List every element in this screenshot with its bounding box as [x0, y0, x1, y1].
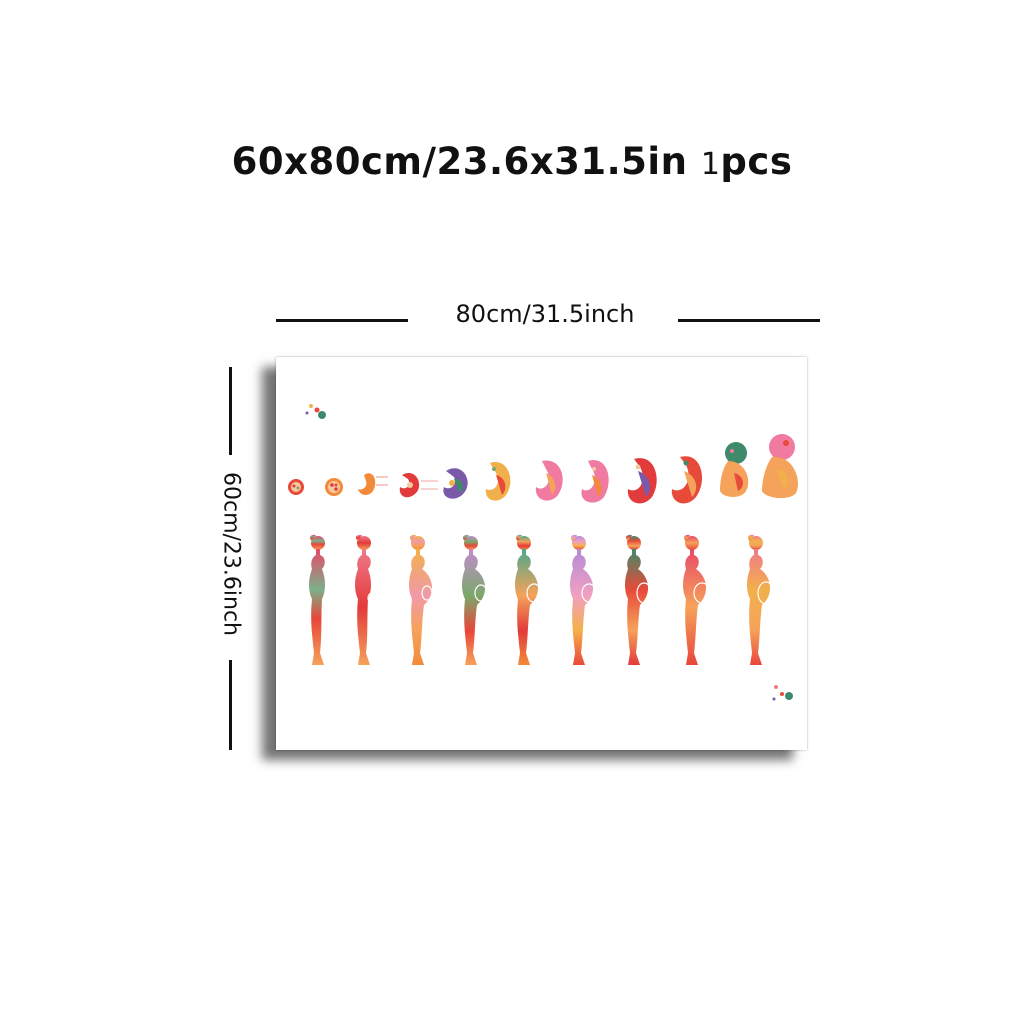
- silhouette-month: [747, 534, 771, 665]
- size-text: 60x80cm/23.6x31.5in: [231, 140, 688, 183]
- silhouette-month: [462, 534, 486, 665]
- width-dimension-label: 80cm/31.5inch: [455, 300, 635, 328]
- embryo-stages-row: [288, 434, 798, 504]
- product-size-heading: 60x80cm/23.6x31.5in 1pcs: [0, 140, 1024, 183]
- embryo-stage: [288, 479, 304, 495]
- width-dimension-line-right: [678, 319, 820, 322]
- decor-dots-bottom: [772, 685, 793, 701]
- embryo-stage: [535, 460, 563, 501]
- embryo-stage: [762, 434, 798, 499]
- silhouette-month: [309, 534, 325, 665]
- canvas-print: [276, 357, 807, 750]
- silhouette-month: [625, 534, 649, 665]
- pregnancy-stages-artwork: [288, 404, 798, 701]
- belly-fetus-outlines: [367, 581, 775, 605]
- embryo-stage: [443, 468, 468, 499]
- quantity-unit: pcs: [720, 140, 793, 183]
- silhouette-month: [570, 534, 594, 665]
- embryo-stage: [627, 458, 657, 504]
- silhouette-month: [683, 534, 707, 665]
- embryo-stage: [358, 473, 388, 495]
- decor-dots-top: [305, 404, 326, 419]
- silhouette-month: [515, 534, 539, 665]
- pregnancy-silhouettes-row: [309, 534, 775, 665]
- embryo-stage: [485, 462, 511, 501]
- embryo-stage: [720, 442, 749, 497]
- height-dimension-line-top: [229, 367, 232, 455]
- embryo-stage: [325, 478, 343, 496]
- quantity-number: 1: [700, 147, 721, 182]
- embryo-stage: [581, 460, 609, 503]
- embryo-stage: [671, 456, 703, 504]
- height-dimension-line-bottom: [229, 660, 232, 750]
- embryo-stage: [399, 472, 438, 498]
- height-dimension-text: 60cm/23.6inch: [218, 471, 244, 637]
- width-dimension-line-left: [276, 319, 408, 322]
